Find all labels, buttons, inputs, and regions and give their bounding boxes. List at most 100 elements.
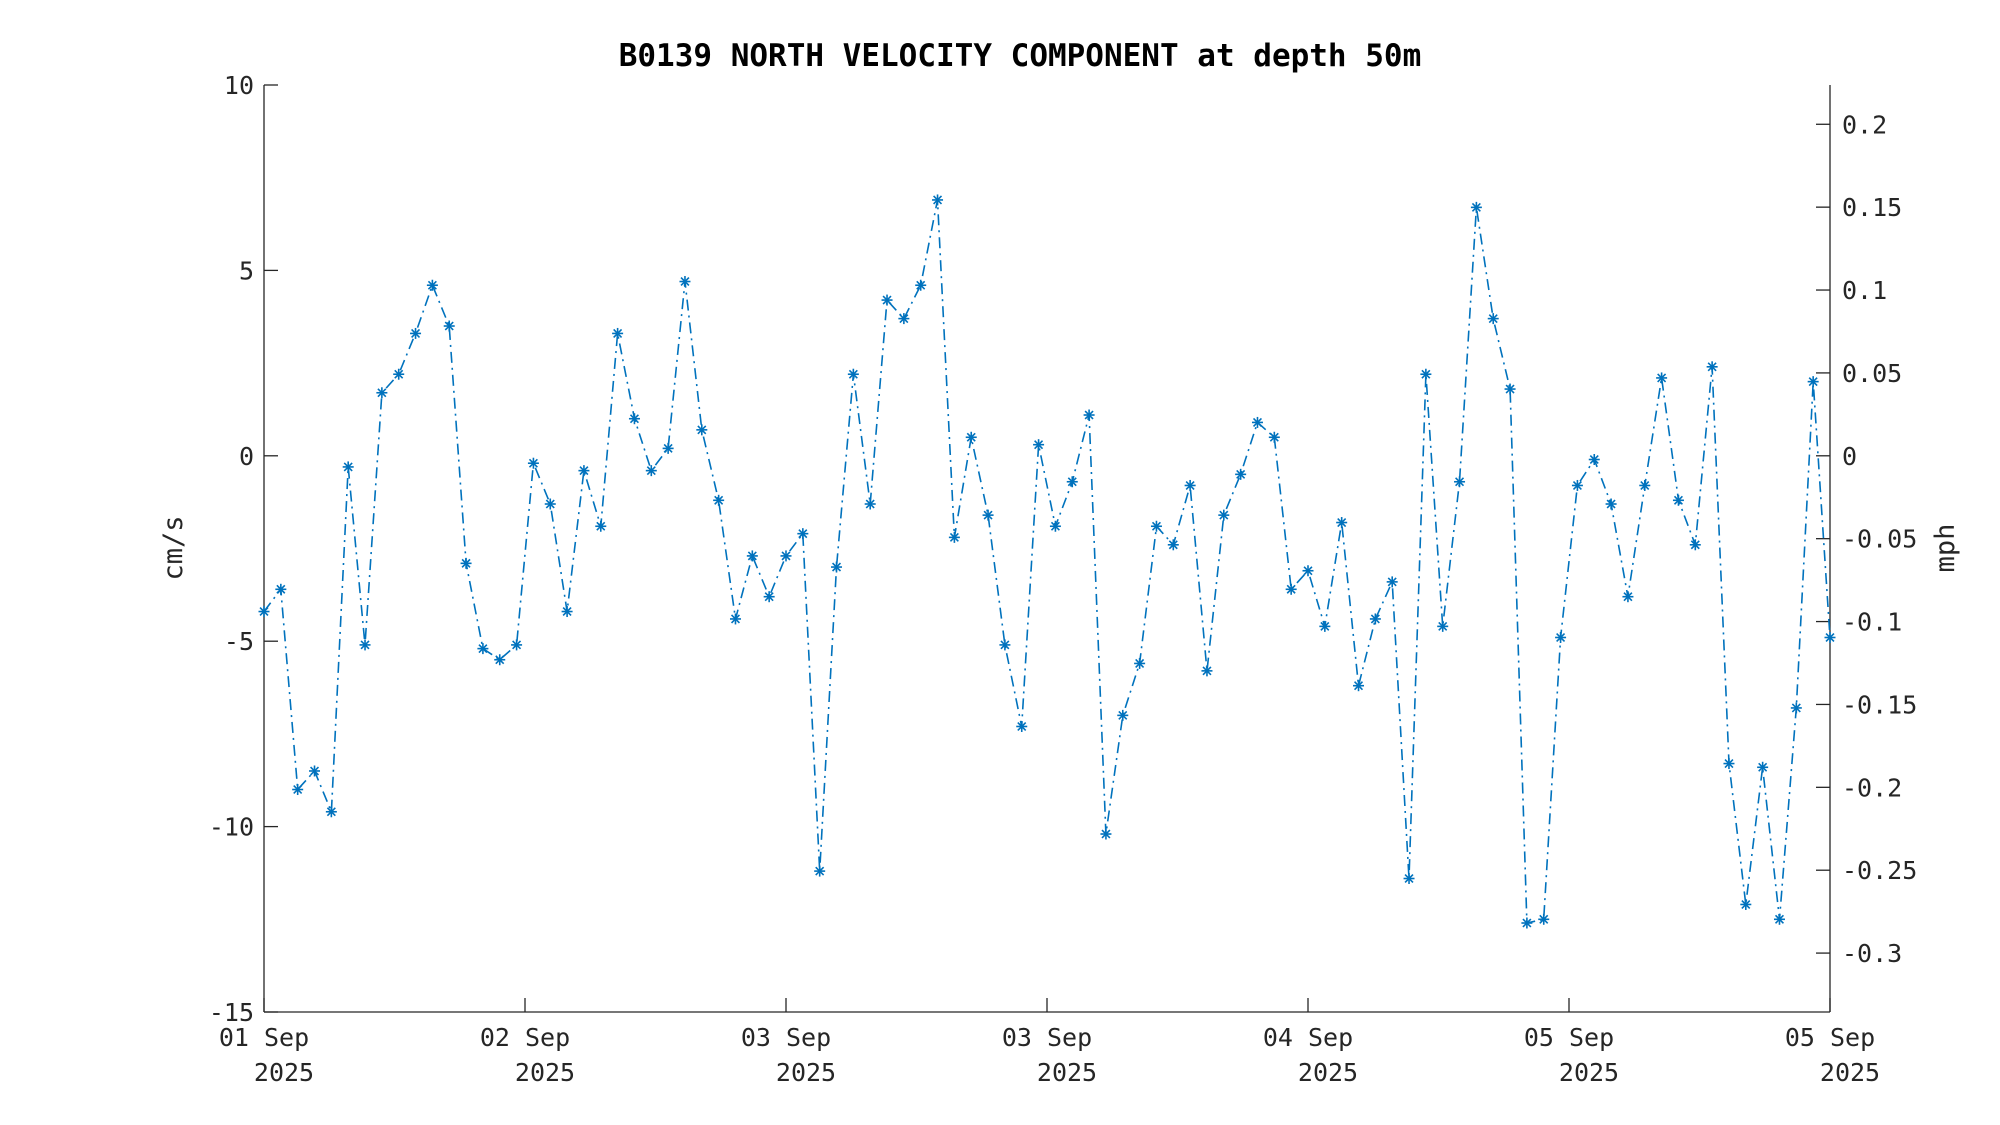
data-point-marker — [275, 583, 287, 595]
x-tick-label-date: 05 Sep — [1785, 1023, 1875, 1052]
data-point-marker — [561, 606, 573, 618]
data-point-marker — [376, 387, 388, 399]
data-point-marker — [1555, 631, 1567, 643]
data-point-marker — [1487, 313, 1499, 325]
data-point-marker — [1117, 709, 1129, 721]
data-point-marker — [1369, 613, 1381, 625]
x-tick-label-year: 2025 — [254, 1058, 314, 1087]
y2-tick-label: 0.2 — [1842, 110, 1887, 139]
data-point-marker — [1049, 520, 1061, 532]
data-point-marker — [1605, 498, 1617, 510]
x-tick-label-date: 03 Sep — [1002, 1023, 1092, 1052]
data-point-marker — [1066, 476, 1078, 488]
y2-tick-label: 0 — [1842, 442, 1857, 471]
data-point-marker — [1167, 539, 1179, 551]
data-point-marker — [292, 784, 304, 796]
data-point-marker — [1235, 468, 1247, 480]
axes — [263, 85, 1831, 1013]
data-point-marker — [965, 431, 977, 443]
data-point-marker — [1437, 620, 1449, 632]
x-tick-label-year: 2025 — [515, 1058, 575, 1087]
data-point-marker — [1016, 720, 1028, 732]
data-point-marker — [1302, 565, 1314, 577]
data-point-marker — [1251, 416, 1263, 428]
data-point-marker — [1134, 657, 1146, 669]
y2-tick-label: -0.05 — [1842, 525, 1917, 554]
data-point-marker — [847, 368, 859, 380]
y-tick-label: -15 — [209, 998, 254, 1027]
data-point-marker — [780, 550, 792, 562]
y2-tick-label: -0.15 — [1842, 690, 1917, 719]
data-point-marker — [393, 368, 405, 380]
y-tick-label: 10 — [224, 71, 254, 100]
x-tick-label-date: 01 Sep — [219, 1023, 309, 1052]
data-point-marker — [410, 327, 422, 339]
data-point-marker — [1100, 828, 1112, 840]
chart-title: B0139 NORTH VELOCITY COMPONENT at depth … — [619, 38, 1422, 74]
data-point-marker — [679, 276, 691, 288]
data-point-marker — [746, 550, 758, 562]
data-point-marker — [1807, 376, 1819, 388]
data-point-marker — [511, 639, 523, 651]
data-point-marker — [1033, 439, 1045, 451]
y2-tick-label: 0.15 — [1842, 193, 1902, 222]
data-point-marker — [1470, 201, 1482, 213]
x-tick-label-year: 2025 — [1559, 1058, 1619, 1087]
y2-tick-label: -0.25 — [1842, 856, 1917, 885]
x-tick-label-year: 2025 — [1820, 1058, 1880, 1087]
data-point-marker — [1521, 917, 1533, 929]
data-point-marker — [1353, 680, 1365, 692]
data-point-marker — [1588, 454, 1600, 466]
data-point-marker — [1656, 372, 1668, 384]
data-point-marker — [1184, 479, 1196, 491]
data-point-marker — [662, 442, 674, 454]
data-point-marker — [1201, 665, 1213, 677]
data-point-marker — [999, 639, 1011, 651]
data-point-marker — [763, 591, 775, 603]
x-tick-label-date: 02 Sep — [480, 1023, 570, 1052]
data-point-marker — [1571, 479, 1583, 491]
data-point-marker — [1824, 631, 1836, 643]
data-point-marker — [1790, 702, 1802, 714]
data-point-marker — [1706, 361, 1718, 373]
data-point-marker — [628, 413, 640, 425]
y-tick-label: 5 — [239, 256, 254, 285]
data-point-marker — [325, 806, 337, 818]
data-point-marker — [612, 327, 624, 339]
data-point-marker — [881, 294, 893, 306]
x-tick-label-year: 2025 — [1298, 1058, 1358, 1087]
data-point-marker — [309, 765, 321, 777]
data-point-marker — [1639, 479, 1651, 491]
data-point-marker — [477, 643, 489, 655]
data-point-marker — [1268, 431, 1280, 443]
x-tick-label-date: 03 Sep — [741, 1023, 831, 1052]
y-tick-label: -10 — [209, 813, 254, 842]
data-point-marker — [1150, 520, 1162, 532]
data-point-marker — [1504, 383, 1516, 395]
y-axis-label: cm/s — [158, 515, 189, 580]
y2-tick-label: -0.2 — [1842, 773, 1902, 802]
y2-tick-label: 0.05 — [1842, 359, 1902, 388]
data-point-marker — [1083, 409, 1095, 421]
data-point-marker — [426, 279, 438, 291]
data-point-marker — [1403, 873, 1415, 885]
data-point-marker — [1386, 576, 1398, 588]
data-point-marker — [932, 194, 944, 206]
data-point-marker — [1757, 761, 1769, 773]
x-tick-label-date: 04 Sep — [1263, 1023, 1353, 1052]
data-point-marker — [1740, 898, 1752, 910]
data-point-marker — [1454, 476, 1466, 488]
data-point-marker — [460, 557, 472, 569]
data-point-marker — [494, 654, 506, 666]
x-tick-label-year: 2025 — [1037, 1058, 1097, 1087]
x-tick-label-year: 2025 — [776, 1058, 836, 1087]
data-point-marker — [359, 639, 371, 651]
data-point-marker — [864, 498, 876, 510]
data-point-marker — [527, 457, 539, 469]
y-tick-label: 0 — [239, 442, 254, 471]
data-point-marker — [713, 494, 725, 506]
series — [258, 194, 1836, 929]
data-point-marker — [258, 606, 270, 618]
data-point-marker — [1622, 591, 1634, 603]
